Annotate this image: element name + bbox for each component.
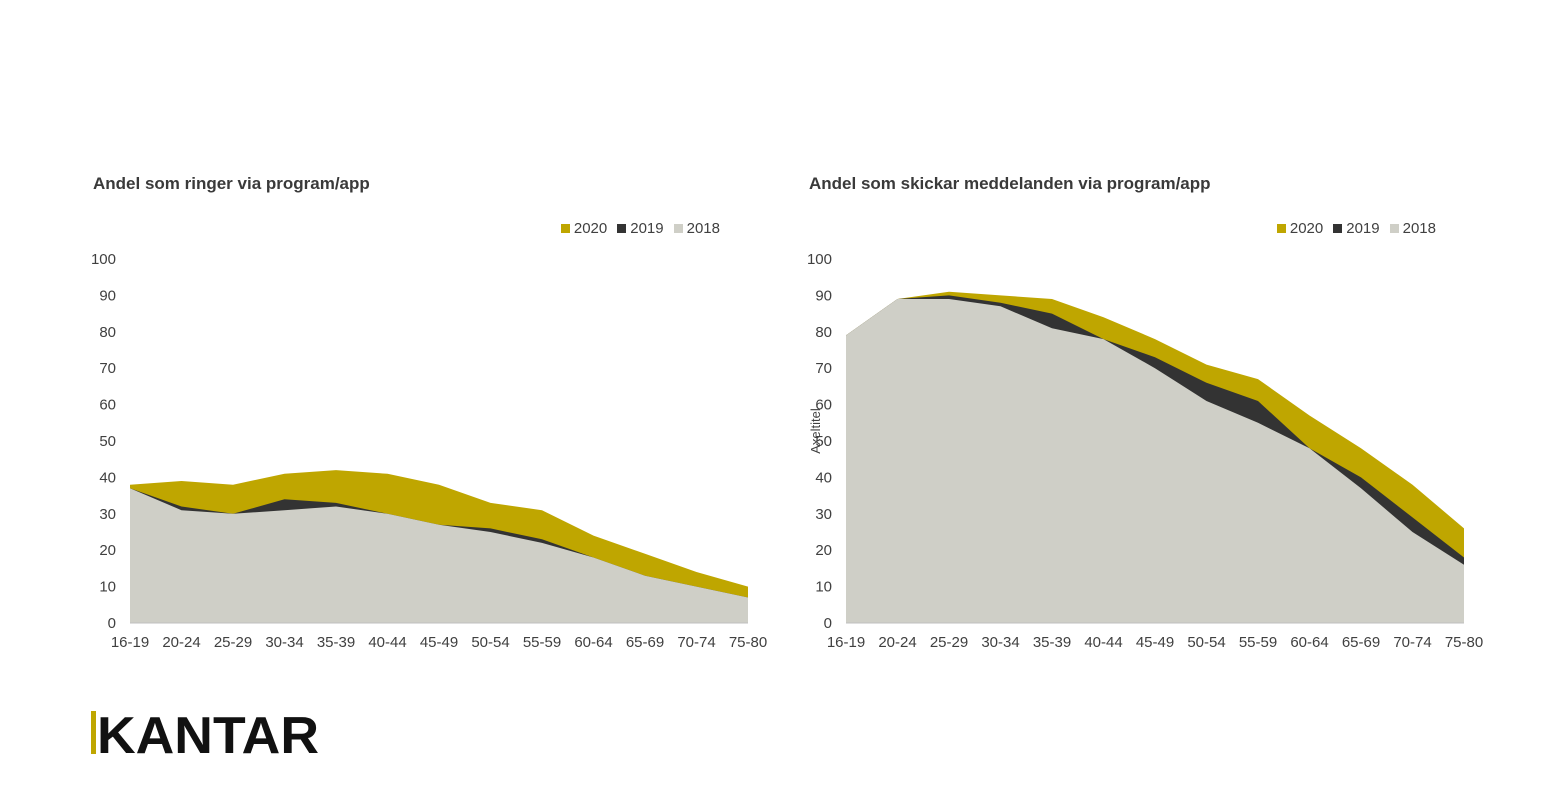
x-tick-label: 60-64: [574, 634, 612, 651]
x-tick-label: 30-34: [265, 634, 303, 651]
legend-item-2018: 2018: [1389, 220, 1436, 237]
legend-item-2020: 2020: [560, 220, 608, 237]
chart-legend: 2020 2019 2018: [1276, 220, 1436, 237]
y-tick-label: 30: [99, 506, 116, 523]
y-tick-label: 0: [108, 615, 116, 632]
x-tick-label: 30-34: [981, 634, 1019, 651]
chart-title: Andel som ringer via program/app: [93, 174, 370, 193]
y-tick-label: 90: [815, 287, 832, 304]
y-tick-label: 30: [815, 506, 832, 523]
chart-title: Andel som skickar meddelanden via progra…: [809, 174, 1211, 193]
y-tick-label: 40: [99, 469, 116, 486]
x-tick-label: 75-80: [1445, 634, 1483, 651]
legend-item-2019: 2019: [617, 220, 664, 237]
legend-swatch-2020: [560, 224, 570, 233]
chart-legend: 2020 2019 2018: [560, 220, 720, 237]
x-tick-label: 75-80: [729, 634, 767, 651]
legend-swatch-2020: [1276, 224, 1286, 233]
y-tick-label: 50: [815, 433, 832, 450]
legend-label-2018: 2018: [1402, 220, 1436, 237]
chart-panel-messages: Andel som skickar meddelanden via progra…: [716, 0, 1483, 680]
x-tick-label: 20-24: [878, 634, 916, 651]
area-series-2018: [130, 488, 748, 623]
area-chart-calls: 0 10 20 30 40 50 60 70 80 90 100 16-19 20-24 25-29 30-…: [91, 251, 767, 651]
y-tick-label: 60: [99, 397, 116, 414]
legend-swatch-2018: [1389, 224, 1399, 233]
y-tick-label: 100: [91, 251, 116, 268]
area-chart-messages: 0 10 20 30 40 50 60 70 80 90 100 16-19 20-24 25-29 30-…: [807, 251, 1483, 651]
y-tick-label: 10: [815, 579, 832, 596]
x-tick-label: 40-44: [368, 634, 406, 651]
legend-label-2019: 2019: [1346, 220, 1380, 237]
y-tick-label: 80: [815, 324, 832, 341]
chart-panel-calls: Andel som ringer via program/app 2020 20…: [0, 0, 767, 680]
x-tick-label: 45-49: [1136, 634, 1174, 651]
logo-accent-bar: [91, 711, 96, 754]
x-tick-label: 16-19: [827, 634, 865, 651]
y-tick-label: 100: [807, 251, 832, 268]
y-tick-label: 80: [99, 324, 116, 341]
x-tick-label: 50-54: [471, 634, 509, 651]
x-tick-label: 20-24: [162, 634, 200, 651]
y-tick-label: 20: [99, 542, 116, 559]
y-tick-label: 10: [99, 579, 116, 596]
y-tick-label: 70: [815, 360, 832, 377]
y-tick-label: 60: [815, 397, 832, 414]
logo-wordmark: KANTAR: [97, 708, 319, 758]
x-tick-label: 16-19: [111, 634, 149, 651]
legend-label-2019: 2019: [630, 220, 664, 237]
y-tick-label: 90: [99, 287, 116, 304]
legend-label-2018: 2018: [686, 220, 720, 237]
x-tick-label: 35-39: [317, 634, 355, 651]
x-tick-label: 45-49: [420, 634, 458, 651]
legend-label-2020: 2020: [573, 220, 608, 237]
x-tick-label: 55-59: [523, 634, 561, 651]
x-tick-label: 25-29: [214, 634, 252, 651]
y-tick-label: 50: [99, 433, 116, 450]
legend-item-2019: 2019: [1333, 220, 1380, 237]
legend-item-2020: 2020: [1276, 220, 1324, 237]
x-tick-label: 55-59: [1239, 634, 1277, 651]
area-series-2018: [846, 299, 1464, 623]
y-tick-label: 0: [824, 615, 832, 632]
x-tick-label: 65-69: [1342, 634, 1380, 651]
y-tick-label: 70: [99, 360, 116, 377]
kantar-logo: KANTAR: [89, 707, 329, 765]
x-tick-label: 70-74: [1393, 634, 1431, 651]
y-tick-label: 40: [815, 469, 832, 486]
legend-item-2018: 2018: [673, 220, 720, 237]
x-tick-label: 60-64: [1290, 634, 1328, 651]
x-tick-label: 35-39: [1033, 634, 1071, 651]
kantar-logo-mark: KANTAR: [91, 707, 319, 765]
x-tick-label: 70-74: [677, 634, 715, 651]
x-tick-label: 40-44: [1084, 634, 1122, 651]
legend-swatch-2019: [1333, 224, 1343, 233]
legend-swatch-2019: [617, 224, 627, 233]
y-tick-label: 20: [815, 542, 832, 559]
legend-swatch-2018: [673, 224, 683, 233]
x-tick-label: 65-69: [626, 634, 664, 651]
legend-label-2020: 2020: [1289, 220, 1324, 237]
x-tick-label: 50-54: [1187, 634, 1225, 651]
y-axis-title: Axeltitel: [808, 408, 823, 454]
x-tick-label: 25-29: [930, 634, 968, 651]
